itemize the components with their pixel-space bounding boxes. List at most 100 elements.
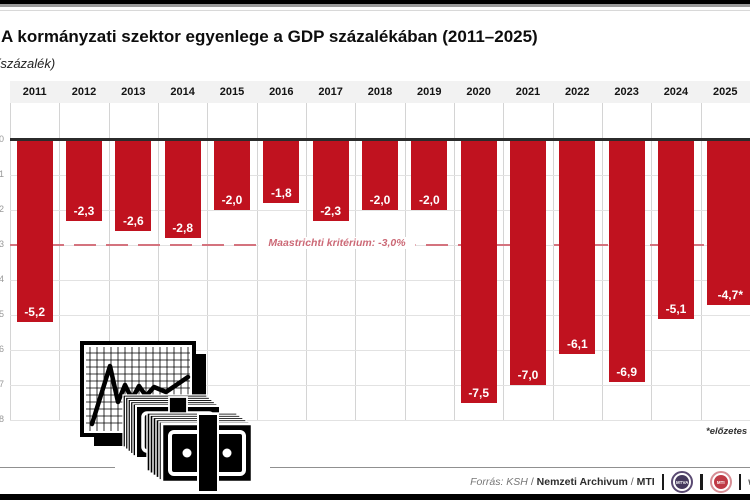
year-label: 2022	[565, 86, 590, 98]
bar: -2,3	[66, 141, 102, 221]
mtva-logo-text: MTVA	[675, 475, 690, 489]
vertical-gridline	[355, 103, 357, 420]
y-axis-tick-label: 0	[0, 134, 4, 144]
year-label: 2015	[219, 86, 245, 98]
footer-separator	[738, 474, 742, 490]
chart-unit-label: (százalék)	[0, 56, 56, 71]
vertical-gridline	[651, 103, 653, 420]
top-border-bar	[0, 0, 750, 4]
y-axis-tick-label: -1	[0, 169, 4, 179]
year-header-row: 2011 2012 2013 2014 2015 2016 2017 2018 2019 2020…	[10, 81, 750, 103]
vertical-gridline	[207, 103, 209, 420]
bar: -2,0	[214, 141, 250, 210]
year-label: 2020	[466, 86, 491, 98]
horizontal-gridline	[10, 280, 750, 281]
mti-logo-text: MTI	[713, 475, 728, 489]
vertical-gridline	[404, 103, 406, 420]
horizontal-gridline	[10, 420, 750, 421]
y-axis-tick-label: -3	[0, 239, 4, 249]
footer-separator	[661, 474, 665, 490]
top-divider-line	[0, 10, 750, 11]
vertical-gridline	[158, 103, 159, 420]
footer-rule-right	[270, 467, 750, 468]
bar-value-label: -7,0	[517, 368, 539, 382]
y-axis-tick-label: -7	[0, 379, 4, 389]
bar-value-label: -2,8	[172, 221, 193, 235]
year-label: 2012	[71, 86, 97, 98]
chart-and-money-illustration	[80, 341, 254, 493]
horizontal-gridline	[10, 210, 750, 211]
y-axis-tick-label: -4	[0, 274, 4, 284]
y-axis-tick-label: -5	[0, 309, 4, 319]
vertical-gridline	[10, 103, 11, 420]
bar-value-label: -4,7*	[717, 287, 743, 302]
source-mti: MTI	[636, 476, 655, 488]
bar: -2,0	[411, 141, 448, 210]
bar: -4,7*	[707, 141, 750, 305]
bar: -2,3	[312, 141, 349, 221]
mtva-logo-icon: MTVA	[671, 471, 694, 493]
horizontal-gridline	[10, 350, 750, 351]
vertical-gridline	[256, 103, 258, 420]
vertical-gridline	[602, 103, 603, 420]
footer-credits: Forrás: KSH / Nemzeti Archivum / MTI MTV…	[470, 469, 750, 495]
vertical-gridline	[552, 103, 554, 420]
bar-value-label: -5,2	[24, 305, 45, 319]
vertical-gridline	[700, 103, 702, 420]
y-axis-tick-label: -6	[0, 344, 4, 354]
url-fragment: w	[748, 477, 750, 488]
source-prefix: Forrás:	[470, 476, 507, 488]
bar: -7,5	[460, 141, 497, 403]
vertical-gridline	[503, 103, 505, 420]
horizontal-gridline	[10, 315, 750, 316]
bar-value-label: -2,0	[369, 193, 391, 207]
bar-value-label: -5,1	[665, 301, 687, 316]
bar-value-label: -6,9	[616, 364, 637, 379]
year-label: 2018	[367, 86, 393, 98]
vertical-gridline	[59, 103, 61, 420]
footer-rule-left	[0, 467, 115, 468]
bar: -7,0	[510, 141, 546, 385]
bar-value-label: -2,0	[418, 193, 440, 207]
year-label: 2021	[515, 86, 541, 98]
year-label: 2025	[713, 86, 738, 98]
source-text: Forrás: KSH / Nemzeti Archivum / MTI	[470, 476, 655, 488]
bar-value-label: -7,5	[468, 385, 489, 400]
y-axis-tick-label: -8	[0, 414, 4, 424]
vertical-gridline	[108, 103, 110, 420]
bar: -2,0	[362, 141, 398, 210]
bar-value-label: -6,1	[566, 336, 588, 351]
year-label: 2014	[170, 86, 195, 98]
bar-value-label: -2,3	[73, 203, 95, 218]
vertical-gridline	[454, 103, 455, 420]
year-label: 2017	[318, 86, 343, 98]
vertical-gridline	[306, 103, 307, 420]
preliminary-data-footnote: *előzetes adat	[706, 426, 750, 437]
bar: -5,2	[16, 141, 53, 322]
bar-value-label: -2,3	[320, 203, 341, 218]
chart-title: A kormányzati szektor egyenlege a GDP sz…	[1, 27, 538, 46]
bottom-border-bar	[0, 494, 750, 500]
source-slash1: /	[530, 476, 537, 488]
bar: -1,8	[263, 141, 300, 203]
year-label: 2011	[22, 86, 47, 98]
year-label: 2013	[121, 86, 146, 98]
bar-value-label: -2,0	[221, 193, 243, 207]
bar-value-label: -1,8	[270, 186, 292, 200]
top-border-shadow	[0, 4, 750, 7]
footer-separator	[700, 474, 703, 490]
source-slash2: /	[627, 476, 637, 488]
year-label: 2023	[614, 86, 639, 98]
bar-value-label: -2,6	[122, 214, 144, 228]
bar: -2,6	[115, 141, 152, 231]
year-label: 2024	[663, 86, 689, 98]
mti-logo-icon: MTI	[709, 471, 732, 493]
source-archive: Nemzeti Archivum	[536, 476, 628, 488]
bar: -5,1	[658, 141, 694, 319]
year-label: 2016	[269, 86, 294, 98]
bar: -6,9	[608, 141, 645, 382]
bar: -2,8	[164, 141, 201, 238]
year-label: 2019	[417, 86, 442, 98]
horizontal-gridline	[10, 385, 750, 386]
